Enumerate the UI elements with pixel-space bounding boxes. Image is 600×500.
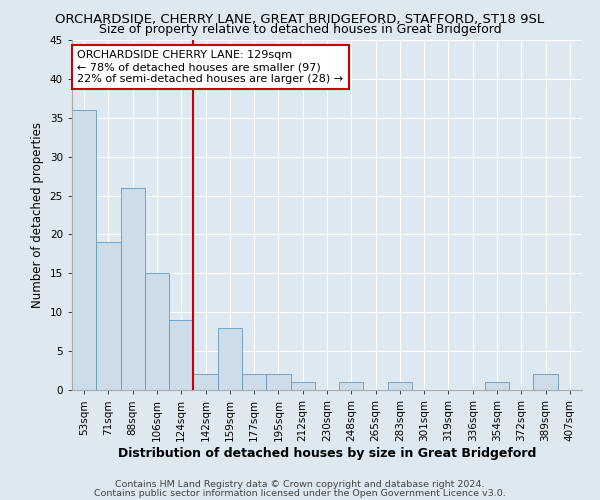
Bar [218, 328, 242, 390]
Bar [485, 382, 509, 390]
Text: ORCHARDSIDE CHERRY LANE: 129sqm
← 78% of detached houses are smaller (97)
22% of: ORCHARDSIDE CHERRY LANE: 129sqm ← 78% of… [77, 50, 343, 84]
Bar [193, 374, 218, 390]
X-axis label: Distribution of detached houses by size in Great Bridgeford: Distribution of detached houses by size … [118, 446, 536, 460]
Bar [266, 374, 290, 390]
Bar [169, 320, 193, 390]
Bar [121, 188, 145, 390]
Bar [290, 382, 315, 390]
Text: ORCHARDSIDE, CHERRY LANE, GREAT BRIDGEFORD, STAFFORD, ST18 9SL: ORCHARDSIDE, CHERRY LANE, GREAT BRIDGEFO… [55, 12, 545, 26]
Bar [388, 382, 412, 390]
Text: Contains HM Land Registry data © Crown copyright and database right 2024.: Contains HM Land Registry data © Crown c… [115, 480, 485, 489]
Text: Contains public sector information licensed under the Open Government Licence v3: Contains public sector information licen… [94, 489, 506, 498]
Bar [533, 374, 558, 390]
Bar [72, 110, 96, 390]
Text: Size of property relative to detached houses in Great Bridgeford: Size of property relative to detached ho… [98, 22, 502, 36]
Bar [242, 374, 266, 390]
Bar [145, 274, 169, 390]
Y-axis label: Number of detached properties: Number of detached properties [31, 122, 44, 308]
Bar [339, 382, 364, 390]
Bar [96, 242, 121, 390]
